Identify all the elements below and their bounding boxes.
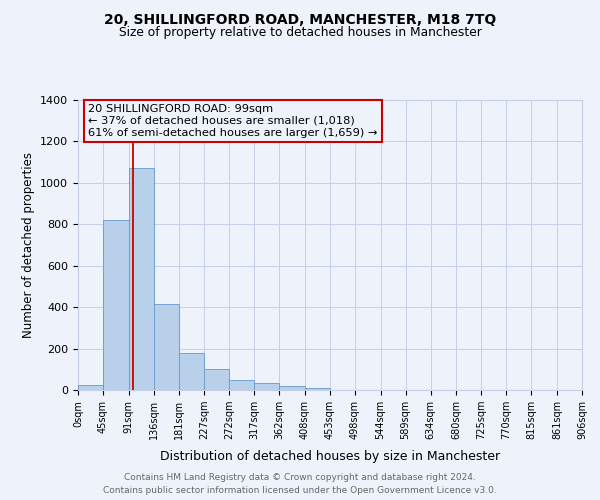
Text: 20 SHILLINGFORD ROAD: 99sqm
← 37% of detached houses are smaller (1,018)
61% of : 20 SHILLINGFORD ROAD: 99sqm ← 37% of det… [88,104,377,138]
Bar [179,352,204,390]
Bar [128,168,154,390]
Bar [229,380,254,390]
Y-axis label: Number of detached properties: Number of detached properties [22,152,35,338]
Bar [154,304,179,390]
Bar [280,386,305,390]
Bar [305,388,330,390]
X-axis label: Distribution of detached houses by size in Manchester: Distribution of detached houses by size … [160,450,500,464]
Text: 20, SHILLINGFORD ROAD, MANCHESTER, M18 7TQ: 20, SHILLINGFORD ROAD, MANCHESTER, M18 7… [104,12,496,26]
Text: Size of property relative to detached houses in Manchester: Size of property relative to detached ho… [119,26,481,39]
Bar [254,383,280,390]
Bar [103,220,128,390]
Bar [78,385,103,390]
Text: Contains HM Land Registry data © Crown copyright and database right 2024.
Contai: Contains HM Land Registry data © Crown c… [103,474,497,495]
Bar [204,370,229,390]
